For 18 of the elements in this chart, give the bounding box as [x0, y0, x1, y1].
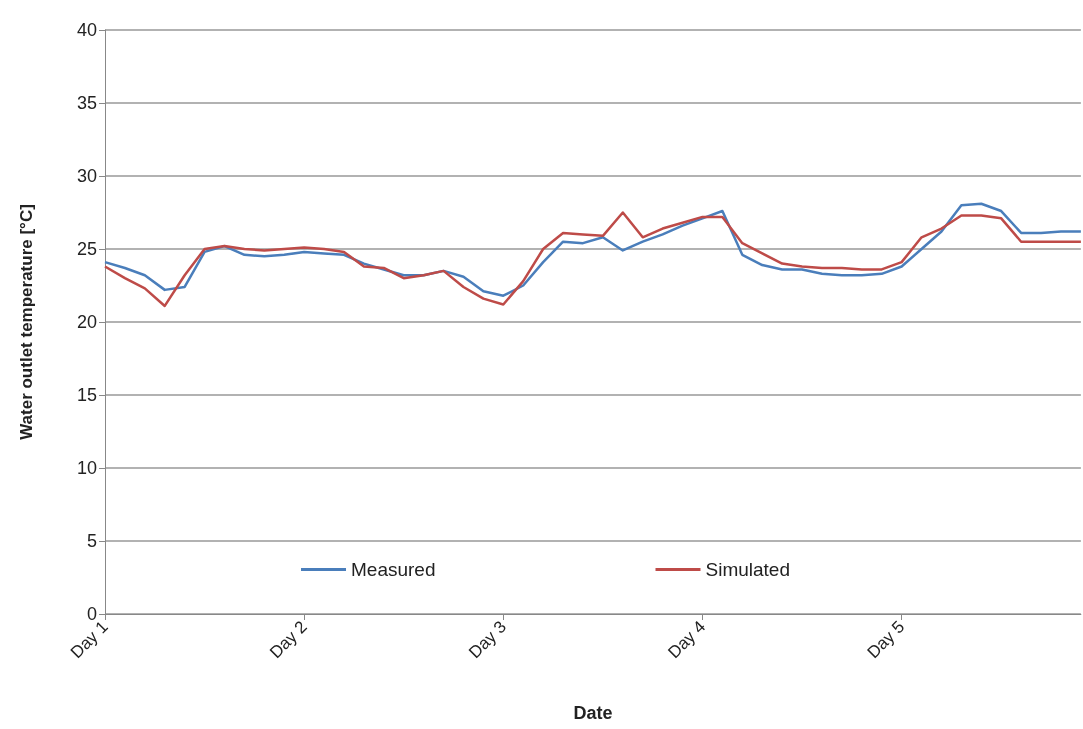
x-tick-label: Day 2 [266, 617, 311, 663]
x-tick-label: Day 5 [863, 617, 909, 663]
x-tick-label: Day 3 [465, 617, 511, 663]
y-tick-label: 0 [86, 604, 97, 624]
legend-label: Simulated [705, 559, 790, 580]
x-axis-title: Date [573, 703, 613, 723]
y-tick-label: 20 [76, 312, 97, 332]
y-tick-label: 25 [76, 239, 97, 259]
legend-label: Measured [351, 559, 436, 580]
y-tick-label: 40 [76, 20, 97, 40]
y-tick-label: 5 [86, 531, 97, 551]
line-series [103, 211, 1083, 308]
y-tick-label: 10 [76, 458, 97, 478]
y-tick-label: 35 [76, 93, 97, 113]
y-tick-label: 15 [76, 385, 97, 405]
x-tick-label: Day 4 [664, 617, 710, 663]
y-tick-label: 30 [76, 166, 97, 186]
y-axis-title: Water outlet temperature [°C] [17, 204, 36, 440]
